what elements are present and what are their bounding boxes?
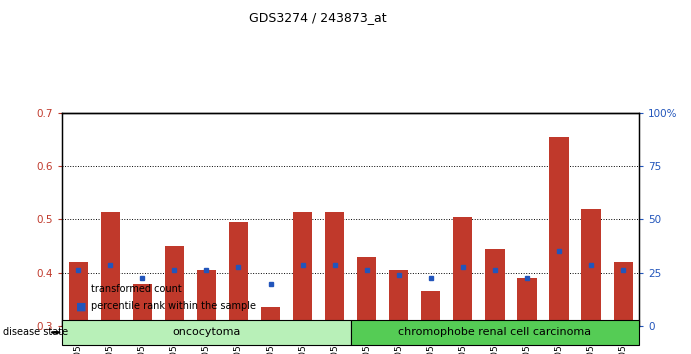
Bar bbox=[133, 284, 152, 326]
Bar bbox=[518, 278, 537, 326]
Bar bbox=[164, 246, 184, 326]
Bar bbox=[293, 211, 312, 326]
Text: ■: ■ bbox=[76, 301, 86, 311]
Bar bbox=[581, 209, 600, 326]
Bar bbox=[357, 257, 377, 326]
Bar bbox=[68, 262, 88, 326]
Bar bbox=[229, 222, 248, 326]
Bar bbox=[549, 137, 569, 326]
Text: chromophobe renal cell carcinoma: chromophobe renal cell carcinoma bbox=[399, 327, 591, 337]
Text: ■: ■ bbox=[76, 284, 86, 293]
Bar bbox=[485, 249, 504, 326]
Text: percentile rank within the sample: percentile rank within the sample bbox=[91, 301, 256, 311]
Text: disease state: disease state bbox=[3, 327, 68, 337]
Bar bbox=[325, 211, 344, 326]
Bar bbox=[261, 307, 280, 326]
Bar bbox=[614, 262, 633, 326]
Text: transformed count: transformed count bbox=[91, 284, 182, 293]
Text: oncocytoma: oncocytoma bbox=[172, 327, 240, 337]
Bar bbox=[389, 270, 408, 326]
Bar bbox=[197, 270, 216, 326]
Bar bbox=[453, 217, 473, 326]
Text: GDS3274 / 243873_at: GDS3274 / 243873_at bbox=[249, 11, 387, 24]
Bar bbox=[422, 291, 440, 326]
Bar bbox=[101, 211, 120, 326]
